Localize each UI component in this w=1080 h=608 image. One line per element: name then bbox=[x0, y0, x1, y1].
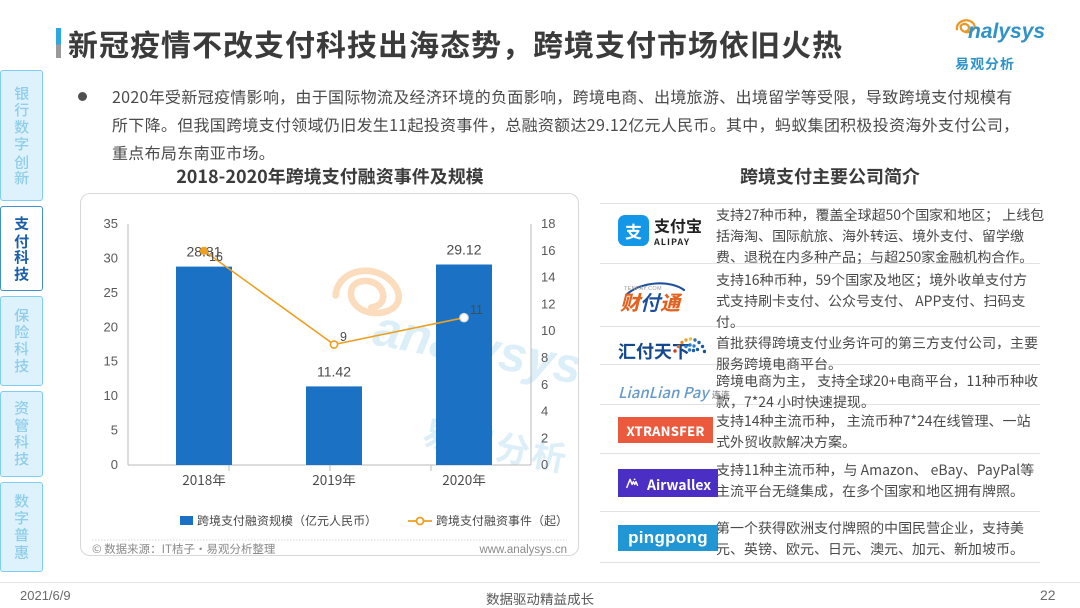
svg-text:8: 8 bbox=[541, 350, 548, 365]
svg-text:12: 12 bbox=[541, 296, 555, 311]
svg-text:16: 16 bbox=[209, 250, 223, 264]
svg-text:20: 20 bbox=[104, 319, 118, 334]
svg-text:2020年: 2020年 bbox=[442, 469, 485, 489]
svg-text:15: 15 bbox=[104, 354, 118, 369]
svg-text:2019年: 2019年 bbox=[312, 469, 355, 489]
svg-text:29.12: 29.12 bbox=[446, 242, 481, 258]
svg-text:35: 35 bbox=[104, 216, 118, 231]
svg-text:14: 14 bbox=[541, 270, 555, 285]
svg-text:4: 4 bbox=[541, 404, 548, 419]
svg-text:11.42: 11.42 bbox=[317, 363, 351, 379]
svg-text:9: 9 bbox=[340, 330, 347, 344]
svg-text:0: 0 bbox=[541, 457, 548, 472]
svg-text:2: 2 bbox=[541, 430, 548, 445]
svg-text:nalysys: nalysys bbox=[968, 20, 1045, 43]
svg-text:18: 18 bbox=[541, 216, 555, 231]
svg-text:跨境支付融资规模（亿元人民币）: 跨境支付融资规模（亿元人民币） bbox=[197, 512, 377, 529]
svg-text:10: 10 bbox=[104, 388, 118, 403]
svg-text:5: 5 bbox=[111, 423, 118, 438]
svg-text:11: 11 bbox=[470, 303, 483, 317]
svg-text:2018年: 2018年 bbox=[182, 469, 225, 489]
svg-text:跨境支付融资事件（起）: 跨境支付融资事件（起） bbox=[436, 512, 568, 529]
svg-text:25: 25 bbox=[104, 285, 118, 300]
svg-text:10: 10 bbox=[541, 323, 555, 338]
svg-text:30: 30 bbox=[104, 250, 118, 265]
svg-text:www.analysys.cn: www.analysys.cn bbox=[478, 544, 567, 556]
svg-text:0: 0 bbox=[111, 457, 118, 472]
svg-text:© 数据来源：IT桔子·易观分析整理: © 数据来源：IT桔子·易观分析整理 bbox=[92, 541, 276, 556]
svg-text:6: 6 bbox=[541, 377, 548, 392]
svg-text:16: 16 bbox=[541, 243, 555, 258]
